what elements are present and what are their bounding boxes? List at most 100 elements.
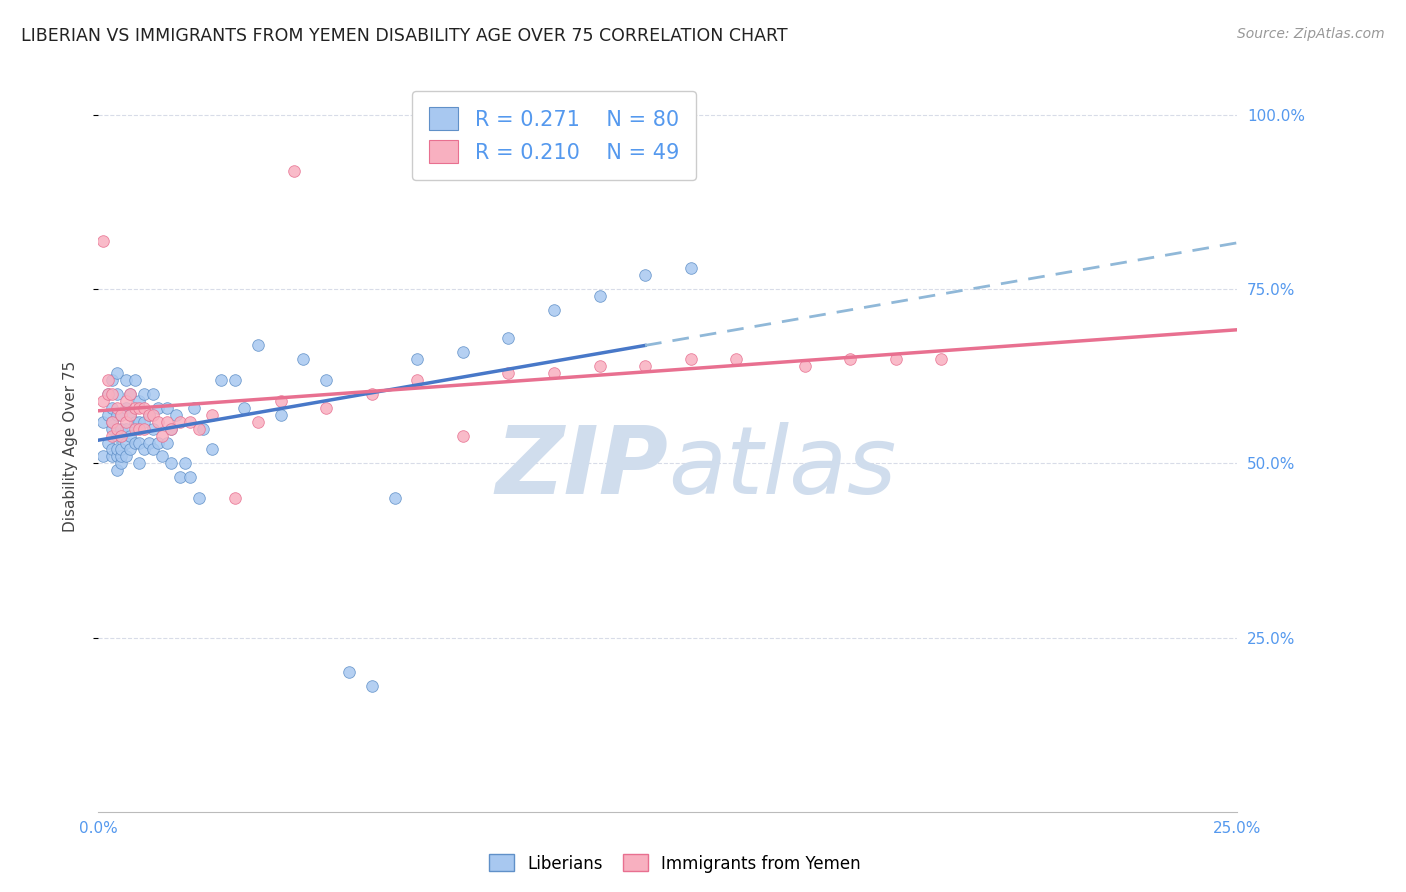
Point xyxy=(169,470,191,484)
Point xyxy=(150,450,173,464)
Point xyxy=(634,359,657,373)
Point xyxy=(110,408,132,422)
Point xyxy=(360,679,382,693)
Point xyxy=(120,408,142,422)
Point xyxy=(101,442,124,457)
Point xyxy=(283,164,305,178)
Point xyxy=(165,408,187,422)
Point xyxy=(128,415,150,429)
Point xyxy=(384,491,406,506)
Point xyxy=(124,435,146,450)
Point xyxy=(105,386,128,401)
Point xyxy=(120,408,142,422)
Point xyxy=(224,373,246,387)
Point xyxy=(120,442,142,457)
Point xyxy=(142,421,165,435)
Point xyxy=(128,457,150,471)
Point xyxy=(142,386,165,401)
Point xyxy=(156,401,179,415)
Point xyxy=(156,415,179,429)
Point xyxy=(360,386,382,401)
Point xyxy=(246,415,269,429)
Point xyxy=(406,373,429,387)
Point xyxy=(337,665,360,680)
Point xyxy=(114,393,136,408)
Point xyxy=(543,366,565,380)
Point xyxy=(725,351,748,366)
Point xyxy=(634,268,657,283)
Point xyxy=(110,450,132,464)
Point xyxy=(105,401,128,415)
Point xyxy=(101,415,124,429)
Point xyxy=(105,442,128,457)
Point xyxy=(160,421,183,435)
Point xyxy=(150,428,173,442)
Point xyxy=(132,401,155,415)
Point xyxy=(114,421,136,435)
Point xyxy=(105,421,128,435)
Point xyxy=(120,386,142,401)
Point xyxy=(128,393,150,408)
Point xyxy=(146,401,169,415)
Point xyxy=(105,366,128,380)
Point xyxy=(124,421,146,435)
Point xyxy=(146,415,169,429)
Point xyxy=(406,351,429,366)
Point xyxy=(498,366,520,380)
Point xyxy=(183,401,205,415)
Point xyxy=(179,470,201,484)
Point xyxy=(128,401,150,415)
Point xyxy=(160,421,183,435)
Point xyxy=(105,408,128,422)
Point xyxy=(543,303,565,318)
Point xyxy=(315,373,337,387)
Point xyxy=(101,450,124,464)
Point xyxy=(187,491,209,506)
Point xyxy=(292,351,315,366)
Point xyxy=(138,408,160,422)
Point xyxy=(132,442,155,457)
Point xyxy=(105,463,128,477)
Point xyxy=(114,435,136,450)
Point xyxy=(91,450,114,464)
Point xyxy=(193,421,215,435)
Point xyxy=(128,435,150,450)
Point xyxy=(146,435,169,450)
Point xyxy=(110,421,132,435)
Point xyxy=(105,428,128,442)
Point xyxy=(142,408,165,422)
Point xyxy=(91,415,114,429)
Point xyxy=(142,442,165,457)
Point xyxy=(498,331,520,345)
Point xyxy=(114,415,136,429)
Point xyxy=(132,386,155,401)
Legend: R = 0.271    N = 80, R = 0.210    N = 49: R = 0.271 N = 80, R = 0.210 N = 49 xyxy=(412,91,696,180)
Point xyxy=(96,373,118,387)
Point xyxy=(132,415,155,429)
Point xyxy=(96,386,118,401)
Point xyxy=(156,435,179,450)
Point xyxy=(101,373,124,387)
Point xyxy=(839,351,862,366)
Point xyxy=(588,289,610,303)
Point xyxy=(169,415,191,429)
Point xyxy=(884,351,907,366)
Point xyxy=(451,428,474,442)
Point xyxy=(96,386,118,401)
Point xyxy=(929,351,952,366)
Legend: Liberians, Immigrants from Yemen: Liberians, Immigrants from Yemen xyxy=(482,847,868,880)
Point xyxy=(132,421,155,435)
Point xyxy=(120,386,142,401)
Point xyxy=(179,415,201,429)
Point xyxy=(138,408,160,422)
Point xyxy=(224,491,246,506)
Point xyxy=(679,261,702,276)
Point xyxy=(101,401,124,415)
Point xyxy=(124,401,146,415)
Point xyxy=(270,408,292,422)
Point xyxy=(120,428,142,442)
Point xyxy=(91,234,114,248)
Point xyxy=(114,450,136,464)
Text: ZIP: ZIP xyxy=(495,422,668,514)
Point xyxy=(793,359,815,373)
